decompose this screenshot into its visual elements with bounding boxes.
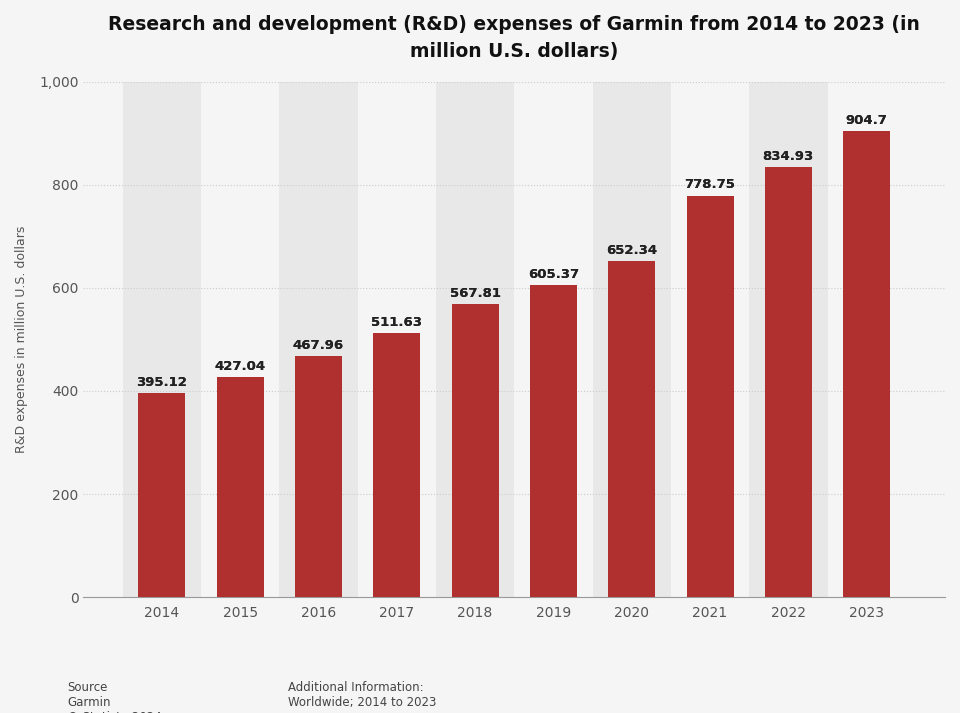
Bar <box>279 81 357 597</box>
Text: 904.7: 904.7 <box>846 113 888 126</box>
Text: 511.63: 511.63 <box>372 317 422 329</box>
Bar <box>201 81 279 597</box>
Bar <box>515 81 592 597</box>
Bar <box>609 261 656 597</box>
Bar <box>530 285 577 597</box>
Text: 511.63: 511.63 <box>372 317 422 329</box>
Text: 467.96: 467.96 <box>293 339 344 352</box>
Text: 395.12: 395.12 <box>136 376 187 389</box>
Bar <box>138 394 185 597</box>
Y-axis label: R&D expenses in million U.S. dollars: R&D expenses in million U.S. dollars <box>15 226 28 453</box>
Bar <box>530 285 577 597</box>
Text: 467.96: 467.96 <box>293 339 344 352</box>
Bar <box>609 261 656 597</box>
Text: 652.34: 652.34 <box>606 244 658 257</box>
Text: 567.81: 567.81 <box>449 287 500 300</box>
Bar <box>436 81 515 597</box>
Title: Research and development (R&D) expenses of Garmin from 2014 to 2023 (in
million : Research and development (R&D) expenses … <box>108 15 921 61</box>
Bar <box>295 356 342 597</box>
Bar <box>592 81 671 597</box>
Bar <box>357 81 436 597</box>
Text: 427.04: 427.04 <box>214 360 266 373</box>
Text: 427.04: 427.04 <box>214 360 266 373</box>
Bar <box>373 334 420 597</box>
Bar <box>451 304 498 597</box>
Bar <box>671 81 749 597</box>
Bar <box>686 195 733 597</box>
Text: 904.7: 904.7 <box>846 113 888 126</box>
Text: 605.37: 605.37 <box>528 268 579 281</box>
Text: 778.75: 778.75 <box>684 178 735 192</box>
Text: 395.12: 395.12 <box>136 376 187 389</box>
Bar <box>217 377 264 597</box>
Text: 834.93: 834.93 <box>763 150 814 163</box>
Bar <box>749 81 828 597</box>
Bar <box>843 130 890 597</box>
Text: 834.93: 834.93 <box>763 150 814 163</box>
Bar <box>843 130 890 597</box>
Text: 567.81: 567.81 <box>449 287 500 300</box>
Text: Additional Information:
Worldwide; 2014 to 2023: Additional Information: Worldwide; 2014 … <box>288 681 437 709</box>
Bar <box>123 81 201 597</box>
Text: 778.75: 778.75 <box>684 178 735 192</box>
Bar <box>451 304 498 597</box>
Text: Source
Garmin
© Statista 2024: Source Garmin © Statista 2024 <box>67 681 162 713</box>
Text: 605.37: 605.37 <box>528 268 579 281</box>
Bar <box>373 334 420 597</box>
Bar <box>295 356 342 597</box>
Bar <box>138 394 185 597</box>
Text: 652.34: 652.34 <box>606 244 658 257</box>
Bar <box>765 167 812 597</box>
Bar <box>828 81 906 597</box>
Bar <box>765 167 812 597</box>
Bar <box>686 195 733 597</box>
Bar <box>217 377 264 597</box>
